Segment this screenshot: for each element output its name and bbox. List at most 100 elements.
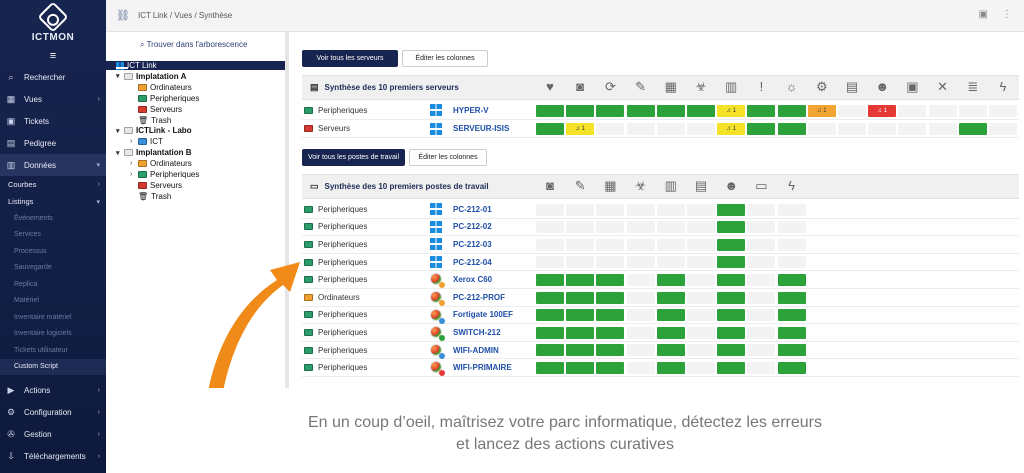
listing-item[interactable]: Processus [14,247,47,255]
table-row[interactable]: Peripheriques WIFI-ADMIN [302,342,1019,360]
listing-item[interactable]: Custom Script [0,358,106,375]
status-cell[interactable] [807,123,836,135]
exclamation-icon[interactable]: ! [759,79,764,94]
hdd-icon[interactable]: ◙ [546,178,554,193]
status-cell[interactable] [656,361,685,374]
status-cell[interactable] [777,238,806,251]
status-cell[interactable] [777,361,806,374]
status-cell[interactable] [747,238,776,251]
status-cell[interactable] [566,221,595,234]
status-cell[interactable] [777,256,806,269]
tree-node[interactable]: ▾ ICTLink - Labo [116,126,192,135]
edit-workstation-columns-button[interactable]: Éditer les colonnes [409,149,487,166]
expand-toggle-icon[interactable]: › [130,138,133,146]
status-cell[interactable] [777,309,806,322]
status-cell[interactable] [536,273,564,286]
listing-item[interactable]: Sauvegarde [14,264,52,272]
tree-node[interactable]: ▾ Implantation B [116,148,192,157]
table-row[interactable]: Peripheriques Fortigate 100EF [302,307,1019,325]
breadcrumb[interactable]: ICT Link / Vues / Synthèse [137,11,233,20]
status-cell[interactable]: ♫ 1 [807,104,836,117]
status-cell[interactable] [898,123,927,135]
biohazard-icon[interactable]: ☣ [634,178,647,193]
status-cell[interactable] [536,326,564,339]
device-name-link[interactable]: PC-212-01 [453,204,492,214]
logo[interactable]: ICTMON [0,0,106,48]
tree-node[interactable]: Ordinateurs [130,83,192,92]
status-cell[interactable] [687,309,715,322]
status-cell[interactable] [566,238,595,251]
status-cell[interactable] [958,123,987,135]
listing-item[interactable]: Inventaire logiciels [14,330,72,338]
table-row[interactable]: Ordinateurs PC-212-PROF [302,289,1019,307]
status-cell[interactable] [687,344,715,357]
status-cell[interactable] [566,344,595,357]
status-cell[interactable] [928,104,957,117]
status-cell[interactable] [596,309,625,322]
sidebar-item-4[interactable]: ▥ Données ▾ [0,154,106,176]
status-cell[interactable] [596,256,625,269]
status-cell[interactable]: ♫ 1 [717,104,746,117]
pen-icon[interactable]: ✎ [574,178,586,193]
device-name-link[interactable]: PC-212-02 [453,222,492,232]
status-cell[interactable] [536,344,564,357]
status-cell[interactable] [989,104,1017,117]
status-cell[interactable] [687,291,715,304]
listing-item[interactable]: Événements [14,214,53,222]
status-cell[interactable] [717,256,746,269]
sidebar-bottom-item-3[interactable]: ⇩ Téléchargements › [0,445,106,467]
status-cell[interactable] [536,238,564,251]
status-cell[interactable] [717,291,746,304]
cpu-icon[interactable]: ▦ [664,79,677,94]
status-cell[interactable] [717,309,746,322]
status-cell[interactable] [747,309,776,322]
status-cell[interactable] [958,104,987,117]
status-cell[interactable] [536,221,564,234]
status-cell[interactable] [717,221,746,234]
tree-node[interactable]: Peripheriques [130,94,199,103]
status-cell[interactable] [566,256,595,269]
status-cell[interactable] [656,203,685,216]
tree-node[interactable]: 🗑 Trash [130,116,171,125]
status-cell[interactable] [626,238,655,251]
status-cell[interactable] [777,123,806,135]
status-cell[interactable] [717,326,746,339]
status-cell[interactable] [626,123,655,135]
status-cell[interactable] [717,203,746,216]
sidebar-item-3[interactable]: ▤ Pedigree [0,132,106,154]
status-cell[interactable] [536,361,564,374]
sidebar-item-0[interactable]: ⌕ Rechercher [0,66,106,88]
tree-node[interactable]: 🗑 Trash [130,192,171,201]
status-cell[interactable] [656,104,685,117]
status-cell[interactable] [838,123,866,135]
status-cell[interactable] [928,123,957,135]
listing-item[interactable]: Replica [14,280,38,288]
status-cell[interactable] [747,104,776,117]
status-cell[interactable] [656,326,685,339]
status-cell[interactable] [596,291,625,304]
server-stack-icon[interactable]: ≣ [967,79,979,94]
sun-icon[interactable]: ☼ [785,79,798,94]
status-cell[interactable] [596,344,625,357]
expand-toggle-icon[interactable]: › [130,171,133,178]
status-cell[interactable] [566,203,595,216]
tree-node[interactable]: › Ordinateurs [130,159,192,168]
status-cell[interactable] [656,344,685,357]
status-cell[interactable] [747,221,776,234]
device-name-link[interactable]: SWITCH-212 [453,327,501,337]
status-cell[interactable] [687,238,715,251]
status-cell[interactable] [777,203,806,216]
view-all-workstations-button[interactable]: Voir tous les postes de travail [302,149,405,166]
sidebar-bottom-item-2[interactable]: ✇ Gestion › [0,423,106,445]
sidebar-subitem-0[interactable]: Courbes › [0,176,106,193]
table-row[interactable]: Peripheriques Xerox C60 [302,271,1019,289]
table-row[interactable]: Peripheriques WIFI-PRIMAIRE [302,359,1019,377]
tree-node[interactable]: Serveurs [130,105,182,114]
status-cell[interactable] [777,273,806,286]
status-cell[interactable] [626,309,655,322]
listing-item[interactable]: Inventaire matériel [14,313,72,321]
chat-icon[interactable]: ▣ [978,9,988,20]
gear-icon[interactable]: ⚙ [815,79,828,94]
status-cell[interactable] [747,123,776,135]
expand-toggle-icon[interactable]: ▾ [116,73,120,81]
